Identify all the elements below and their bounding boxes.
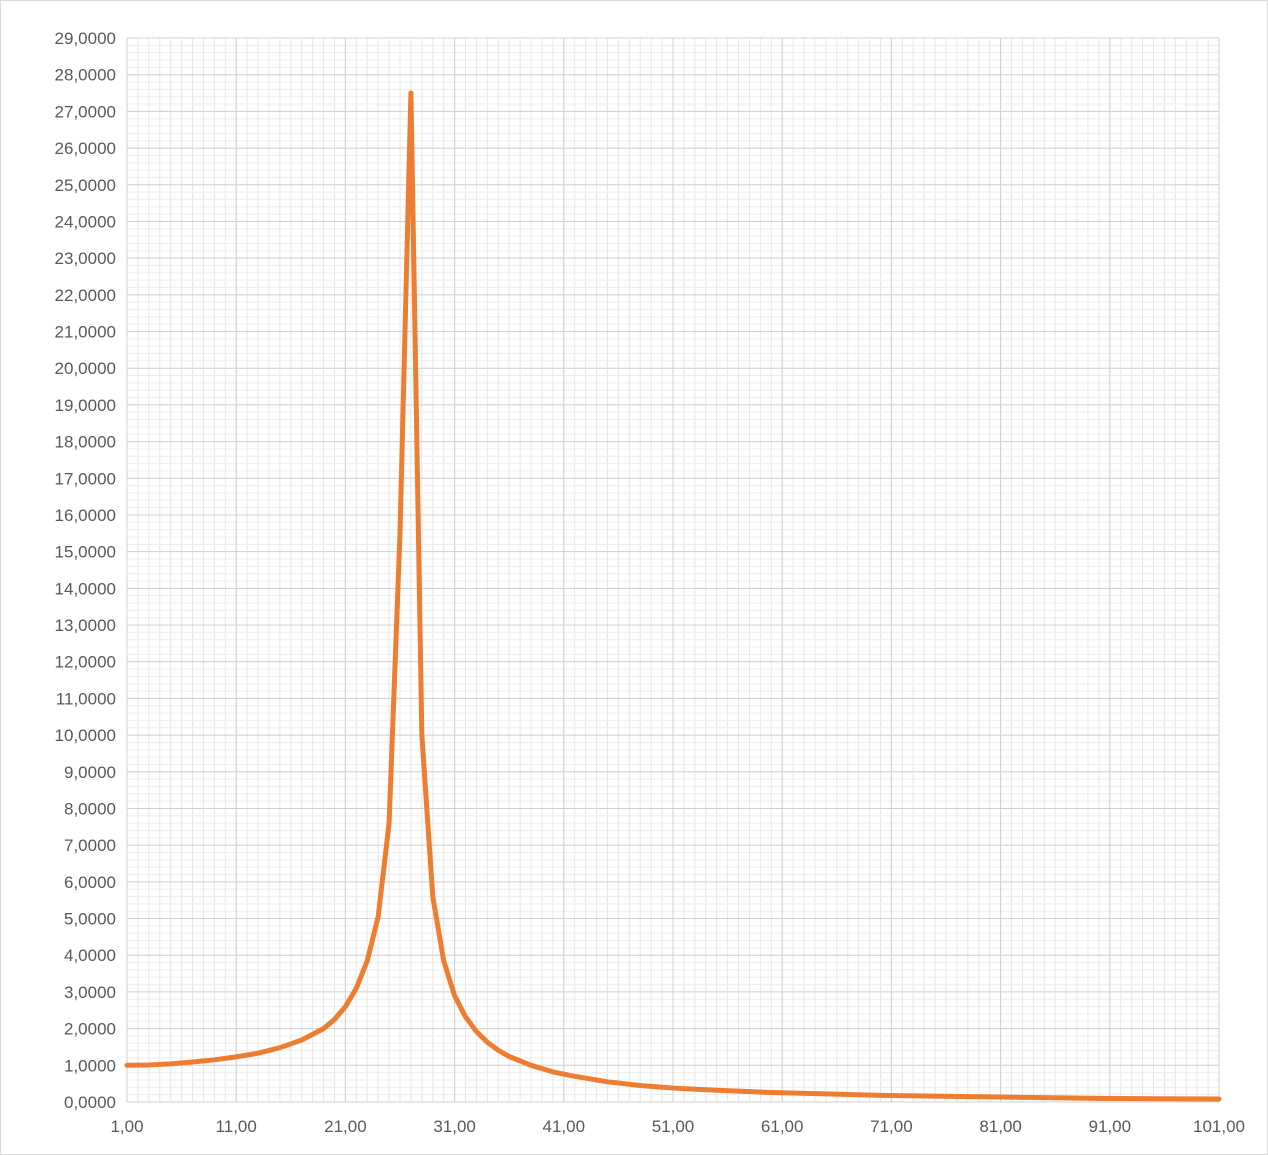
x-tick-label: 71,00 (870, 1117, 913, 1136)
y-tick-label: 1,0000 (64, 1056, 116, 1075)
x-tick-label: 1,00 (110, 1117, 143, 1136)
y-tick-label: 5,0000 (64, 910, 116, 929)
y-tick-label: 4,0000 (64, 946, 116, 965)
y-tick-label: 21,0000 (55, 323, 116, 342)
y-tick-label: 26,0000 (55, 139, 116, 158)
y-tick-label: 10,0000 (55, 726, 116, 745)
y-tick-label: 18,0000 (55, 433, 116, 452)
y-tick-label: 0,0000 (64, 1093, 116, 1112)
x-tick-label: 51,00 (652, 1117, 695, 1136)
y-tick-label: 27,0000 (55, 102, 116, 121)
y-tick-label: 28,0000 (55, 66, 116, 85)
series-line (124, 90, 1222, 1102)
y-tick-label: 13,0000 (55, 616, 116, 635)
major-gridlines (126, 37, 1220, 1103)
x-tick-label: 11,00 (216, 1117, 257, 1136)
y-tick-label: 25,0000 (55, 176, 116, 195)
y-tick-label: 7,0000 (64, 836, 116, 855)
x-tick-label: 91,00 (1089, 1117, 1132, 1136)
y-tick-label: 20,0000 (55, 359, 116, 378)
y-tick-label: 3,0000 (64, 983, 116, 1002)
x-axis-tick-labels: 1,00 11,00 21,00 31,00 41,00 51,00 61,00 71,00 8… (110, 1117, 1245, 1136)
y-tick-label: 23,0000 (55, 249, 116, 268)
x-tick-label: 21,00 (324, 1117, 367, 1136)
y-tick-label: 24,0000 (55, 212, 116, 231)
y-tick-label: 8,0000 (64, 799, 116, 818)
x-tick-label: 41,00 (543, 1117, 586, 1136)
y-tick-label: 11,0000 (56, 689, 116, 708)
y-axis-tick-labels: 0,0000 1,0000 2,0000 3,0000 4,0000 5,0000 6,00… (55, 29, 116, 1112)
y-tick-label: 29,0000 (55, 29, 116, 48)
y-tick-label: 2,0000 (64, 1020, 116, 1039)
y-tick-label: 15,0000 (55, 543, 116, 562)
y-tick-label: 14,0000 (55, 579, 116, 598)
y-tick-label: 19,0000 (55, 396, 116, 415)
x-tick-label: 81,00 (979, 1117, 1022, 1136)
y-tick-label: 22,0000 (55, 286, 116, 305)
y-tick-label: 6,0000 (64, 873, 116, 892)
y-tick-label: 12,0000 (55, 653, 116, 672)
x-tick-label: 31,00 (433, 1117, 476, 1136)
y-tick-label: 9,0000 (64, 763, 116, 782)
y-tick-label: 17,0000 (55, 469, 116, 488)
x-tick-label: 61,00 (761, 1117, 804, 1136)
y-tick-label: 16,0000 (55, 506, 116, 525)
x-tick-label: 101,00 (1193, 1117, 1245, 1136)
series-layer (124, 90, 1222, 1102)
